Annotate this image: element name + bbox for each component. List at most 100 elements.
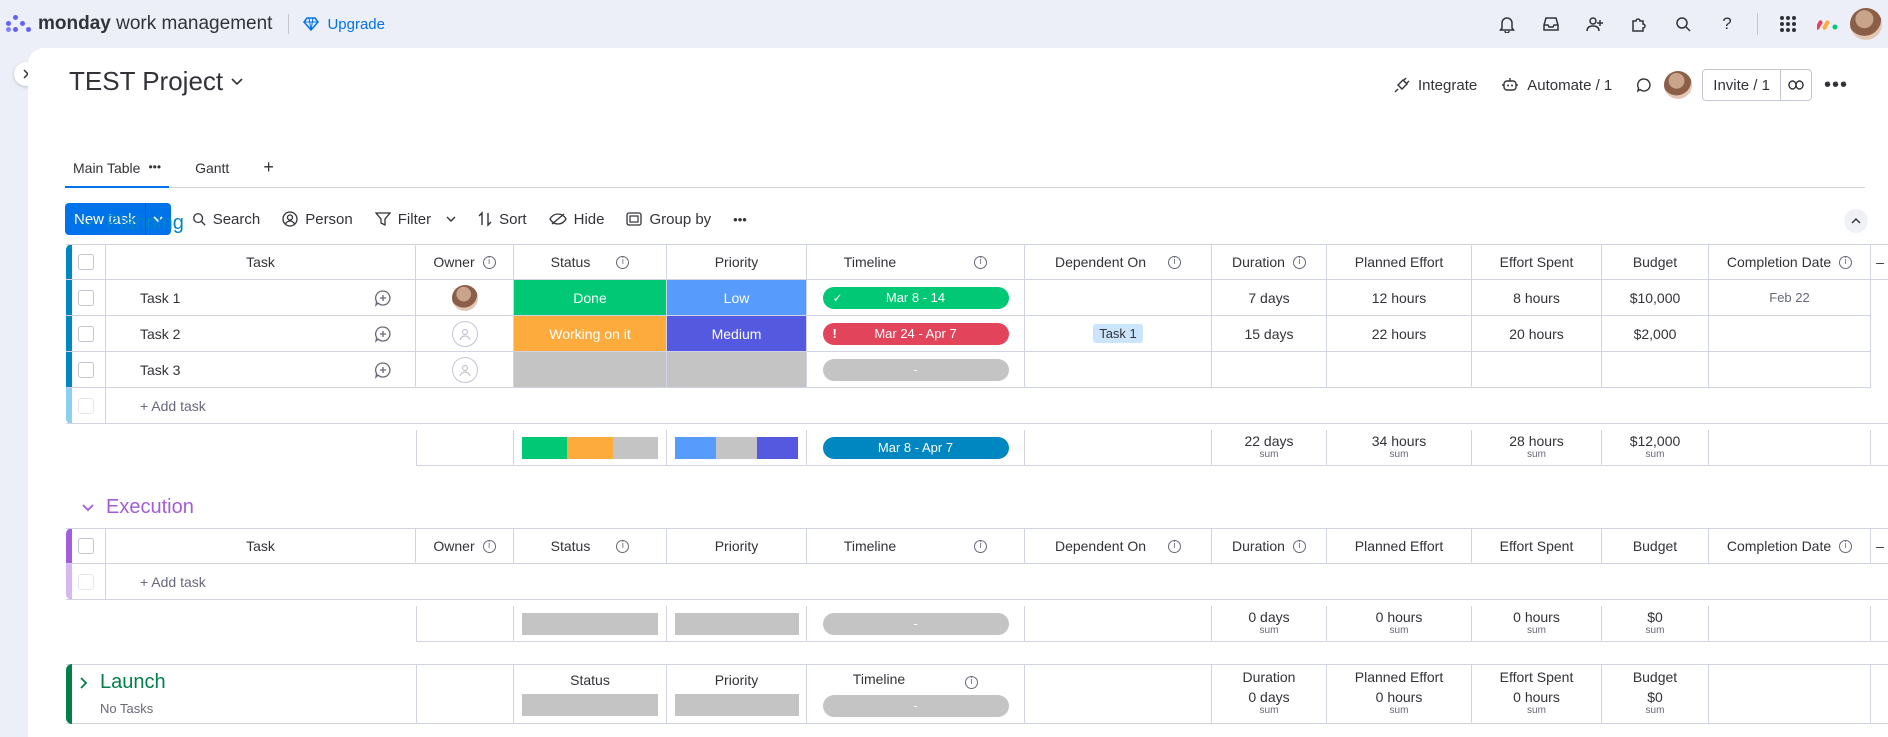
info-icon[interactable]: i	[1839, 255, 1853, 269]
timeline-summary[interactable]: Mar 8 - Apr 7	[807, 430, 1025, 466]
budget-cell[interactable]	[1602, 352, 1709, 388]
info-icon[interactable]: i	[1168, 539, 1182, 553]
tab-menu-icon[interactable]: •••	[148, 160, 162, 174]
column-header-budget[interactable]: Budget	[1602, 244, 1709, 280]
new-task-button[interactable]: New task	[65, 203, 171, 235]
column-header-dependent-on[interactable]: Dependent On i	[1025, 528, 1212, 564]
info-icon[interactable]: i	[482, 539, 496, 553]
row-checkbox[interactable]	[77, 289, 94, 306]
info-icon[interactable]: i	[1168, 255, 1182, 269]
search-button[interactable]: Search	[181, 203, 272, 235]
column-header-status[interactable]: Status i	[514, 244, 667, 280]
planned-effort-cell[interactable]: 12 hours	[1327, 280, 1472, 316]
status-cell[interactable]	[514, 352, 667, 388]
add-update-icon[interactable]	[351, 280, 416, 316]
priority-cell[interactable]: Medium	[667, 316, 807, 352]
column-header-planned-effort[interactable]: Planned Effort	[1327, 244, 1472, 280]
group-title-planning[interactable]: Planning	[82, 212, 184, 235]
task-name-cell[interactable]: Task 1	[106, 280, 351, 316]
table-row[interactable]: Task 1 Done Low ✓ Mar 8 - 14 7 days 12 ho…	[66, 280, 1871, 316]
column-header-status[interactable]: Status i	[514, 528, 667, 564]
status-cell[interactable]: Done	[514, 280, 667, 316]
dependent-on-cell[interactable]	[1025, 352, 1212, 388]
task-name-cell[interactable]: Task 3	[106, 352, 351, 388]
column-header-timeline[interactable]: Timeline i	[807, 528, 1025, 564]
timeline-cell[interactable]: -	[807, 352, 1025, 388]
dependent-on-cell[interactable]	[1025, 280, 1212, 316]
group-by-button[interactable]: Group by	[615, 203, 722, 235]
select-all-checkbox[interactable]	[77, 538, 94, 554]
info-icon[interactable]: i	[965, 675, 979, 689]
column-header-task[interactable]: Task	[106, 528, 416, 564]
person-filter-button[interactable]: Person	[271, 203, 364, 235]
status-summary-bar[interactable]	[514, 430, 667, 466]
timeline-cell[interactable]: ! Mar 24 - Apr 7	[807, 316, 1025, 352]
column-header-priority[interactable]: Priority	[667, 528, 807, 564]
column-header-duration[interactable]: Duration i	[1212, 528, 1327, 564]
select-all-checkbox[interactable]	[77, 254, 94, 270]
row-checkbox[interactable]	[77, 361, 94, 378]
task-name-cell[interactable]: Task 2	[106, 316, 351, 352]
bell-icon[interactable]	[1485, 0, 1529, 48]
info-icon[interactable]: i	[974, 539, 988, 553]
add-column-icon[interactable]: –	[1871, 244, 1888, 280]
help-icon[interactable]: ?	[1722, 14, 1732, 33]
add-task-row[interactable]: + Add task	[66, 388, 1888, 424]
updates-icon[interactable]	[1624, 69, 1664, 101]
column-header-owner[interactable]: Owner i	[416, 528, 514, 564]
info-icon[interactable]: i	[974, 255, 988, 269]
column-header-priority[interactable]: Priority	[667, 244, 807, 280]
info-icon[interactable]: i	[616, 255, 630, 269]
upgrade-button[interactable]: Upgrade	[288, 14, 385, 34]
effort-spent-cell[interactable]: 8 hours	[1472, 280, 1602, 316]
column-header-task[interactable]: Task	[106, 244, 416, 280]
board-owner-avatar[interactable]	[1664, 71, 1693, 99]
priority-column-summary[interactable]: Priority	[667, 664, 807, 724]
integrate-button[interactable]: Integrate	[1382, 69, 1489, 101]
app-grid-icon[interactable]	[1766, 0, 1810, 48]
more-options-icon[interactable]: •••	[1823, 73, 1848, 96]
column-header-duration[interactable]: Duration i	[1212, 244, 1327, 280]
group-title-launch[interactable]: Launch	[80, 671, 166, 694]
add-task-row[interactable]: + Add task	[66, 564, 1888, 600]
more-toolbar-icon[interactable]: •••	[733, 211, 747, 227]
planned-effort-cell[interactable]: 22 hours	[1327, 316, 1472, 352]
info-icon[interactable]: i	[1839, 539, 1853, 553]
link-icon[interactable]	[1781, 70, 1811, 100]
column-header-effort-spent[interactable]: Effort Spent	[1472, 244, 1602, 280]
automate-button[interactable]: Automate / 1	[1489, 69, 1624, 101]
inbox-icon[interactable]	[1529, 0, 1573, 48]
add-update-icon[interactable]	[351, 352, 416, 388]
chevron-down-icon[interactable]	[446, 216, 456, 222]
column-header-timeline[interactable]: Timeline i	[807, 244, 1025, 280]
owner-cell[interactable]	[416, 352, 514, 388]
user-avatar[interactable]	[1850, 8, 1882, 40]
chevron-down-icon[interactable]	[82, 503, 94, 512]
hide-button[interactable]: Hide	[538, 203, 616, 235]
new-task-dropdown-icon[interactable]	[144, 203, 171, 235]
priority-cell[interactable]	[667, 352, 807, 388]
timeline-column-summary[interactable]: Timeline i -	[807, 664, 1025, 724]
monday-logo[interactable]: monday work management	[4, 13, 272, 35]
row-checkbox[interactable]	[77, 325, 94, 342]
owner-cell[interactable]	[416, 280, 514, 316]
monday-product-icon[interactable]	[1810, 0, 1846, 48]
status-column-summary[interactable]: Status	[514, 664, 667, 724]
column-header-completion-date[interactable]: Completion Date i	[1709, 244, 1871, 280]
tab-gantt[interactable]: Gantt	[195, 160, 230, 176]
timeline-summary[interactable]: -	[807, 606, 1025, 642]
column-header-planned-effort[interactable]: Planned Effort	[1327, 528, 1472, 564]
table-row[interactable]: Task 2 Working on it Medium ! Mar 24 - Ap…	[66, 316, 1871, 352]
column-header-dependent-on[interactable]: Dependent On i	[1025, 244, 1212, 280]
status-summary-bar[interactable]	[514, 606, 667, 642]
invite-button[interactable]: Invite / 1	[1702, 69, 1812, 101]
timeline-cell[interactable]: ✓ Mar 8 - 14	[807, 280, 1025, 316]
add-view-icon[interactable]: +	[263, 157, 274, 177]
add-column-icon[interactable]: –	[1871, 528, 1888, 564]
completion-date-cell[interactable]	[1709, 352, 1871, 388]
priority-summary-bar[interactable]	[667, 606, 807, 642]
column-header-budget[interactable]: Budget	[1602, 528, 1709, 564]
tab-main-table[interactable]: Main Table •••	[65, 144, 170, 188]
dependent-on-cell[interactable]: Task 1	[1025, 316, 1212, 352]
priority-cell[interactable]: Low	[667, 280, 807, 316]
